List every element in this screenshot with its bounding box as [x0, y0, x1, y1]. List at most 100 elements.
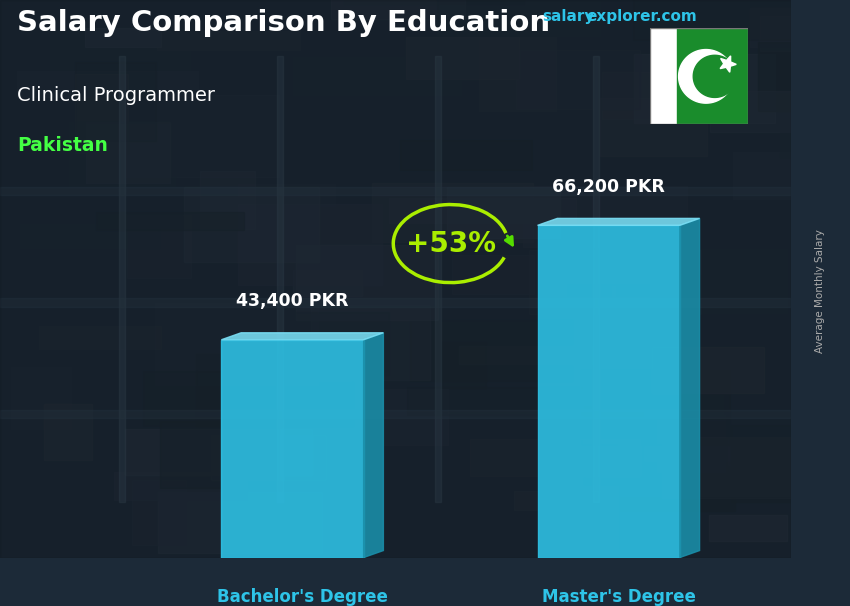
Bar	[290, 312, 389, 375]
Bar	[344, 0, 524, 4]
Bar	[160, 421, 279, 488]
Polygon shape	[678, 50, 734, 103]
Bar	[0, 298, 790, 307]
Bar	[201, 171, 255, 228]
Bar	[442, 342, 486, 388]
Bar	[612, 250, 787, 313]
Bar	[276, 56, 283, 502]
Text: Bachelor's Degree: Bachelor's Degree	[217, 588, 388, 605]
Bar	[360, 389, 448, 445]
Polygon shape	[537, 218, 700, 225]
Bar	[293, 57, 461, 95]
Bar	[75, 73, 128, 153]
Bar	[50, 28, 190, 96]
Bar	[17, 71, 198, 97]
Bar	[122, 95, 280, 177]
Bar	[20, 224, 160, 248]
Bar	[156, 303, 318, 385]
Bar	[524, 186, 687, 247]
Text: Average Monthly Salary: Average Monthly Salary	[815, 229, 825, 353]
Bar	[619, 462, 735, 511]
Text: Master's Degree: Master's Degree	[541, 588, 695, 605]
Bar	[389, 199, 575, 223]
Bar	[238, 184, 335, 206]
Bar	[567, 284, 649, 307]
Bar	[761, 16, 850, 51]
Bar	[125, 429, 312, 475]
Bar	[114, 471, 246, 500]
Bar	[452, 255, 534, 293]
Bar	[407, 387, 595, 415]
Bar	[620, 475, 677, 548]
Text: 43,400 PKR: 43,400 PKR	[236, 293, 348, 310]
Bar	[459, 346, 592, 364]
Bar	[96, 212, 245, 230]
Bar	[709, 515, 787, 541]
Bar	[446, 187, 560, 238]
Bar	[650, 28, 677, 124]
Bar	[479, 37, 556, 111]
Bar	[85, 28, 162, 47]
Bar	[437, 0, 600, 36]
Bar	[581, 370, 730, 445]
Bar	[633, 0, 795, 40]
Bar	[156, 31, 300, 50]
Bar	[39, 325, 162, 349]
Bar	[184, 187, 320, 262]
Bar	[296, 245, 439, 320]
Bar	[221, 340, 364, 558]
Bar	[758, 42, 850, 111]
Bar	[75, 62, 156, 141]
Bar	[434, 56, 441, 502]
Bar	[332, 0, 465, 19]
Bar	[132, 480, 186, 545]
Bar	[400, 141, 531, 170]
Bar	[411, 321, 572, 381]
Bar	[602, 72, 661, 119]
Bar	[658, 73, 759, 109]
Bar	[516, 50, 639, 109]
Bar	[731, 425, 850, 502]
Bar	[634, 54, 775, 123]
Bar	[144, 371, 223, 425]
Bar	[0, 410, 790, 418]
Text: +53%: +53%	[405, 230, 496, 258]
Bar	[11, 367, 71, 430]
Bar	[584, 405, 643, 484]
Bar	[653, 347, 764, 393]
Bar	[530, 250, 700, 314]
Bar	[158, 492, 322, 553]
Bar	[211, 435, 326, 479]
Polygon shape	[694, 55, 736, 98]
Polygon shape	[720, 56, 736, 72]
Polygon shape	[364, 333, 383, 558]
Bar	[196, 355, 354, 425]
Bar	[0, 187, 790, 195]
Bar	[311, 305, 430, 380]
Text: Salary Comparison By Education: Salary Comparison By Education	[17, 9, 550, 37]
Bar	[657, 415, 725, 472]
Bar	[470, 439, 640, 476]
Text: salary: salary	[542, 9, 595, 24]
Bar	[768, 30, 850, 59]
Text: 66,200 PKR: 66,200 PKR	[552, 178, 665, 196]
Bar	[592, 56, 599, 502]
Bar	[733, 152, 850, 199]
Text: explorer.com: explorer.com	[586, 9, 697, 24]
Bar	[617, 276, 746, 302]
Bar	[750, 8, 850, 47]
Bar	[293, 270, 362, 296]
Bar	[710, 92, 792, 132]
Bar	[728, 438, 813, 465]
Bar	[128, 215, 191, 278]
Bar	[675, 391, 723, 427]
Bar	[618, 421, 815, 496]
Bar	[44, 404, 92, 460]
Bar	[599, 98, 707, 156]
Bar	[537, 225, 680, 558]
Bar	[238, 204, 382, 285]
Bar	[86, 122, 170, 183]
Text: Pakistan: Pakistan	[17, 136, 108, 155]
Bar	[677, 28, 748, 124]
Bar	[70, 122, 175, 191]
